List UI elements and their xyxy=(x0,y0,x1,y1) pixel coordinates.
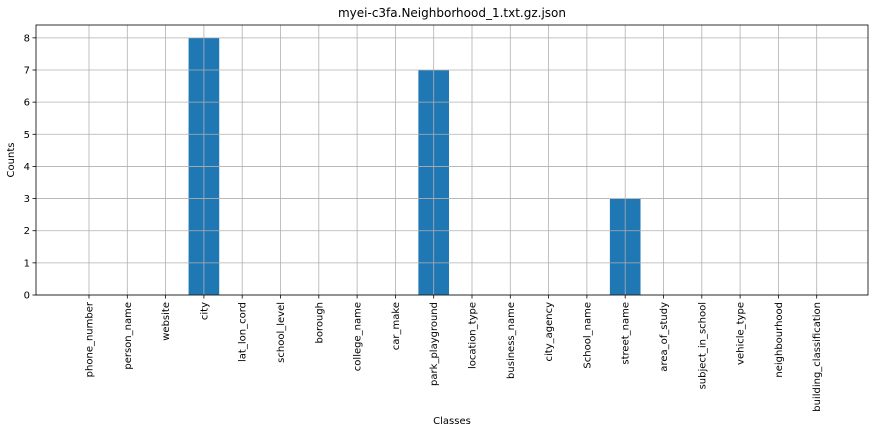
y-tick-label: 3 xyxy=(24,194,30,205)
y-axis: 0 1 2 3 4 5 6 7 8 xyxy=(24,33,36,302)
y-axis-label: Counts xyxy=(6,143,17,178)
x-tick-label: location_type xyxy=(468,302,479,369)
x-tick-label: school_level xyxy=(276,302,287,363)
x-tick-label: business_name xyxy=(506,302,517,379)
x-axis: phone_number person_name website city lat_lo… xyxy=(85,295,823,412)
x-axis-label: Classes xyxy=(433,416,471,427)
y-tick-label: 1 xyxy=(24,258,30,269)
x-tick-label: vehicle_type xyxy=(736,302,747,365)
y-tick-label: 7 xyxy=(24,66,30,77)
x-tick-label: street_name xyxy=(621,302,632,365)
x-tick-label: subject_in_school xyxy=(697,302,708,389)
x-tick-label: website xyxy=(161,302,172,341)
chart-title: myei-c3fa.Neighborhood_1.txt.gz.json xyxy=(338,6,566,20)
x-tick-label: city_agency xyxy=(544,302,555,362)
x-tick-label: phone_number xyxy=(85,301,96,377)
x-tick-label: School_name xyxy=(582,302,593,369)
y-tick-label: 4 xyxy=(24,162,30,173)
y-tick-label: 5 xyxy=(24,130,30,141)
x-tick-label: lat_lon_cord xyxy=(238,302,249,362)
y-tick-label: 8 xyxy=(24,33,30,44)
x-tick-label: city xyxy=(199,302,210,320)
x-tick-label: area_of_study xyxy=(659,302,670,372)
y-tick-label: 0 xyxy=(24,291,30,302)
x-tick-label: college_name xyxy=(353,302,364,371)
x-tick-label: person_name xyxy=(123,302,134,370)
x-tick-label: building_classification xyxy=(812,302,823,412)
x-tick-label: car_make xyxy=(391,302,402,350)
y-tick-label: 6 xyxy=(24,98,30,109)
x-tick-label: neighbourhood xyxy=(774,302,785,378)
plot-frame xyxy=(35,24,869,296)
y-tick-label: 2 xyxy=(24,226,30,237)
grid-overlay xyxy=(36,25,868,296)
x-tick-label: borough xyxy=(314,302,325,344)
x-tick-label: park_playground xyxy=(429,302,440,386)
